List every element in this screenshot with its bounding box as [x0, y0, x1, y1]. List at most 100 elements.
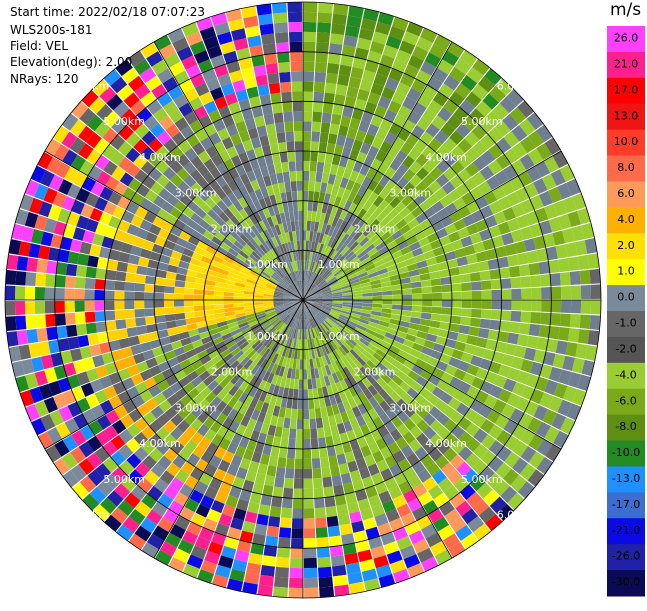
velocity-gate [278, 62, 290, 73]
velocity-gate [310, 419, 317, 429]
velocity-gate [146, 268, 157, 277]
velocity-gate [135, 274, 146, 283]
velocity-gate [117, 261, 128, 272]
velocity-gate [292, 508, 303, 518]
velocity-gate [340, 115, 351, 127]
velocity-gate [317, 547, 330, 558]
velocity-gate [224, 292, 234, 296]
velocity-gate [581, 300, 591, 314]
velocity-gate [145, 276, 156, 285]
velocity-gate [501, 300, 511, 310]
range-ring-label: 1.00km [246, 258, 288, 271]
velocity-gate [5, 270, 16, 285]
velocity-gate [452, 292, 462, 300]
velocity-gate [174, 287, 184, 294]
velocity-gate [76, 324, 87, 336]
velocity-gate [300, 240, 303, 250]
velocity-gate [282, 498, 293, 509]
velocity-gate [274, 163, 282, 174]
velocity-gate [15, 271, 26, 286]
range-ring-label: 5.00km [103, 473, 145, 486]
velocity-gate [124, 291, 134, 300]
velocity-gate [144, 284, 154, 292]
velocity-gate [243, 300, 253, 303]
velocity-gate [96, 321, 107, 332]
velocity-gate [442, 300, 452, 307]
velocity-gate [288, 22, 302, 32]
velocity-gate [194, 283, 205, 289]
colorbar-tick-label: 1.0 [617, 265, 635, 278]
velocity-gate [303, 429, 310, 439]
velocity-gate [460, 274, 471, 283]
velocity-gate [303, 211, 307, 221]
velocity-gate [5, 285, 15, 300]
velocity-gate [590, 315, 601, 330]
velocity-gate [303, 340, 305, 350]
range-ring-label: 6.00km [68, 509, 110, 522]
velocity-gate [300, 360, 303, 370]
velocity-gate [295, 459, 303, 469]
velocity-gate [295, 449, 303, 459]
velocity-gate [313, 92, 324, 103]
velocity-gate [272, 102, 283, 113]
velocity-gate [392, 290, 402, 295]
velocity-gate [327, 446, 336, 457]
velocity-gate [277, 457, 286, 468]
velocity-gate [304, 588, 319, 598]
velocity-gate [214, 296, 224, 300]
velocity-gate [478, 261, 489, 272]
velocity-gate [256, 514, 268, 526]
velocity-gate [526, 250, 538, 263]
velocity-gate [457, 256, 469, 266]
velocity-gate [310, 428, 317, 438]
velocity-gate [517, 334, 529, 346]
velocity-gate [282, 428, 290, 439]
velocity-gate [541, 287, 551, 299]
velocity-gate [75, 312, 86, 324]
velocity-gate [204, 300, 214, 305]
velocity-gate [372, 300, 382, 304]
velocity-gate [268, 456, 278, 467]
velocity-gate [323, 102, 334, 113]
colorbar-tick-label: -26.0 [612, 550, 640, 563]
velocity-gate [87, 255, 99, 267]
velocity-gate [304, 518, 315, 528]
velocity-gate [328, 526, 341, 537]
velocity-gate [298, 389, 303, 399]
velocity-gate [421, 312, 432, 319]
velocity-gate [471, 281, 482, 290]
velocity-gate [68, 337, 80, 350]
velocity-gate [303, 409, 309, 419]
velocity-gate [315, 408, 322, 419]
velocity-gate [312, 121, 321, 132]
velocity-gate [297, 181, 303, 191]
velocity-gate [580, 315, 591, 330]
velocity-gate [315, 52, 328, 63]
velocity-gate [164, 300, 174, 307]
velocity-gate [457, 333, 469, 343]
velocity-gate [281, 92, 292, 103]
colorbar-tick-label: 21.0 [614, 57, 639, 70]
velocity-gate [333, 575, 348, 587]
colorbar-tick-label: -13.0 [612, 472, 640, 485]
velocity-gate [320, 457, 329, 468]
velocity-gate [291, 538, 303, 548]
velocity-gate [520, 311, 531, 323]
velocity-gate [105, 270, 116, 281]
velocity-gate [308, 201, 313, 211]
velocity-gate [299, 379, 303, 389]
range-ring-label: 1.00km [246, 330, 288, 343]
velocity-gate [539, 325, 550, 338]
elevation-label: Elevation(deg): 2.00 [10, 55, 132, 69]
velocity-gate [95, 279, 106, 290]
velocity-gate [431, 313, 442, 321]
colorbar-tick-label: -10.0 [612, 446, 640, 459]
velocity-gate [303, 121, 312, 131]
velocity-gate [296, 429, 303, 439]
velocity-gate [296, 161, 303, 171]
velocity-gate [312, 112, 322, 123]
range-ring-label: 4.00km [425, 437, 467, 450]
velocity-gate [303, 151, 310, 161]
velocity-gate [571, 285, 581, 299]
velocity-gate [392, 305, 402, 310]
